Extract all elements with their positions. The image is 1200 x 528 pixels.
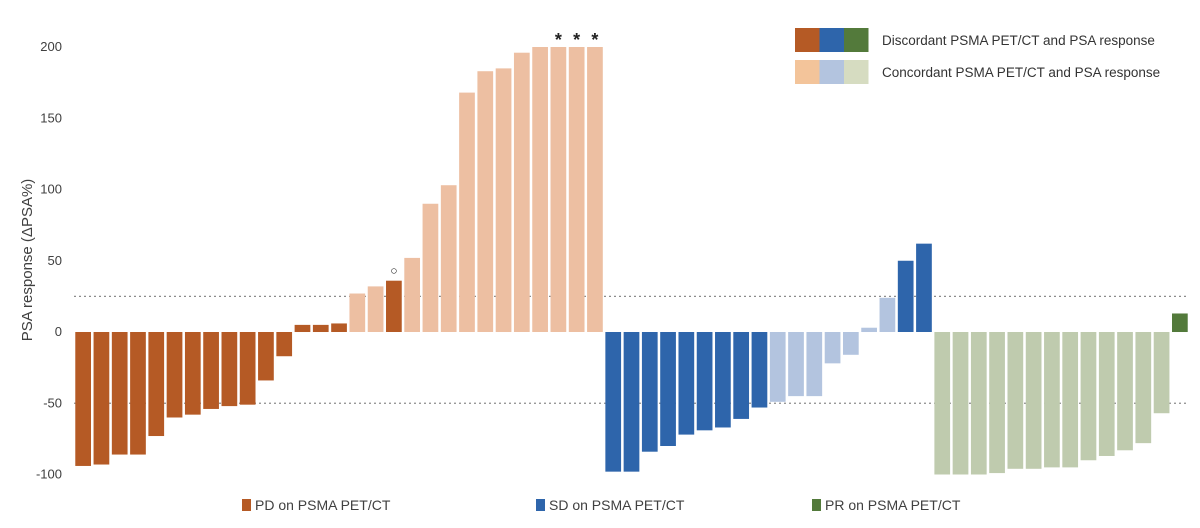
bar xyxy=(623,332,640,472)
bar xyxy=(130,332,146,455)
bar xyxy=(331,323,347,332)
bar xyxy=(879,297,896,332)
bar xyxy=(715,332,731,428)
bar xyxy=(568,47,585,332)
y-axis: 200 150 100 50 0 -50 -100 xyxy=(36,39,62,482)
bar xyxy=(239,332,256,405)
bar xyxy=(733,332,750,419)
bar xyxy=(184,332,201,415)
y-tick-label: 50 xyxy=(48,253,62,268)
bar xyxy=(1080,332,1097,461)
asterisk-annotation: * xyxy=(555,30,562,50)
bar xyxy=(1098,332,1115,456)
bar xyxy=(751,332,768,408)
bottom-legend-label: PD on PSMA PET/CT xyxy=(255,497,391,513)
legend-swatch xyxy=(819,60,844,84)
bar xyxy=(641,332,658,452)
bottom-legend-swatch xyxy=(812,499,821,511)
y-tick-label: -50 xyxy=(43,395,62,410)
bar xyxy=(532,47,548,332)
bar xyxy=(349,293,366,332)
bar xyxy=(93,332,110,465)
bar xyxy=(203,332,219,409)
bar xyxy=(952,332,969,475)
bar xyxy=(477,71,494,332)
y-tick-label: 0 xyxy=(55,324,62,339)
bar xyxy=(788,332,804,397)
reference-lines xyxy=(74,295,1189,404)
bar xyxy=(312,324,329,333)
bar xyxy=(678,332,695,435)
bottom-legend-label: PR on PSMA PET/CT xyxy=(825,497,961,513)
bar xyxy=(422,203,439,332)
bar xyxy=(989,332,1005,474)
bottom-legend-swatch xyxy=(536,499,545,511)
bar xyxy=(1044,332,1060,468)
bar xyxy=(660,332,676,446)
bar xyxy=(1153,332,1170,414)
legend-swatch xyxy=(819,28,844,52)
bar xyxy=(404,257,421,332)
bar xyxy=(386,280,402,332)
bar xyxy=(605,332,622,472)
bar xyxy=(276,332,293,357)
legend-label: Discordant PSMA PET/CT and PSA response xyxy=(882,33,1155,48)
bar xyxy=(1062,332,1079,468)
bar xyxy=(1025,332,1042,469)
bar xyxy=(166,332,183,418)
asterisk-annotation: * xyxy=(591,30,598,50)
bar xyxy=(258,332,274,381)
bar xyxy=(696,332,713,431)
legend-swatch xyxy=(795,28,820,52)
bar xyxy=(148,332,165,437)
bar xyxy=(934,332,951,475)
bar xyxy=(550,47,567,332)
bars-group xyxy=(75,47,1188,475)
bottom-legend-label: SD on PSMA PET/CT xyxy=(549,497,685,513)
bar xyxy=(513,52,530,332)
y-tick-label: 100 xyxy=(40,182,62,197)
bar xyxy=(587,47,603,332)
bar xyxy=(769,332,786,402)
bar xyxy=(1135,332,1152,444)
bar xyxy=(842,332,859,355)
bottom-legend: PD on PSMA PET/CT SD on PSMA PET/CT PR on … xyxy=(242,497,961,513)
bar xyxy=(221,332,238,407)
bar xyxy=(459,92,475,332)
bar xyxy=(916,243,932,332)
bar xyxy=(1117,332,1133,451)
bar xyxy=(970,332,987,475)
y-tick-label: -100 xyxy=(36,467,62,482)
bar xyxy=(1007,332,1024,469)
bar xyxy=(861,327,877,333)
bar xyxy=(806,332,823,397)
bar xyxy=(1172,313,1188,333)
legend-swatch xyxy=(844,28,869,52)
y-tick-label: 200 xyxy=(40,39,62,54)
asterisk-annotation: * xyxy=(573,30,580,50)
annotations-group: ○ * * * xyxy=(390,30,598,278)
y-tick-label: 150 xyxy=(40,110,62,125)
bar xyxy=(111,332,128,455)
bar xyxy=(897,260,914,332)
bar xyxy=(294,324,311,333)
circle-annotation: ○ xyxy=(390,264,397,278)
bottom-legend-swatch xyxy=(242,499,251,511)
bar xyxy=(824,332,841,364)
legend-swatch xyxy=(795,60,820,84)
bar xyxy=(75,332,91,466)
bar xyxy=(495,68,512,333)
legend: Discordant PSMA PET/CT and PSA response C… xyxy=(795,28,1160,84)
bar xyxy=(367,286,384,332)
legend-swatch xyxy=(844,60,869,84)
y-axis-label: PSA response (ΔPSA%) xyxy=(19,179,36,342)
legend-label: Concordant PSMA PET/CT and PSA response xyxy=(882,65,1160,80)
bar xyxy=(440,185,457,332)
